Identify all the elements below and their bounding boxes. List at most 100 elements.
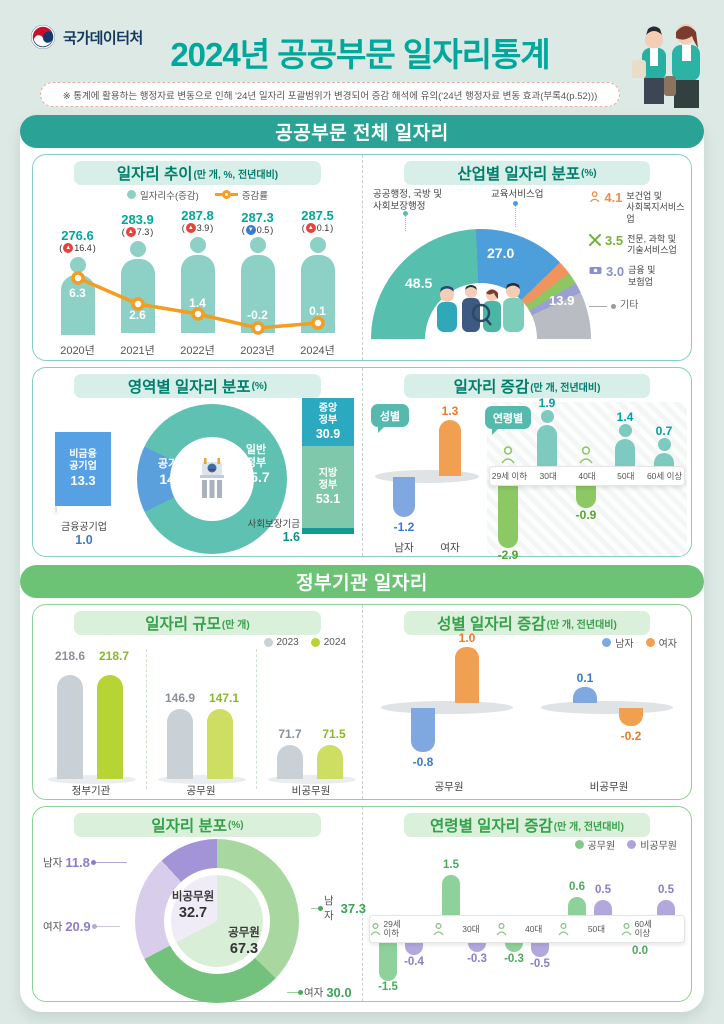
age-label: 50대: [617, 471, 635, 481]
rate-label: 6.3: [69, 286, 86, 300]
male-bar: [393, 477, 415, 517]
scale-value-2024: 218.7: [98, 649, 130, 663]
panel-job-scale: 일자리 규모 (만 개) 2023 2024 218.6 218.7: [33, 605, 362, 799]
trend-value: 276.6: [61, 228, 94, 243]
legend-2024-dot-icon: [310, 638, 320, 647]
bar-2024: [97, 675, 123, 779]
person-bar: [108, 241, 168, 333]
male-value: 0.1: [576, 671, 594, 685]
scale-axis-civil: 공무원: [186, 785, 216, 797]
chart-title-unit: (만 개, 전년대비): [553, 821, 624, 833]
label-noncivil-female: 여자 20.9: [43, 919, 120, 934]
region-general-gov-label: 일반 정부 85.7: [242, 444, 270, 486]
agency-logo: 국가데이터처: [30, 24, 143, 50]
person-outline-icon: [433, 922, 444, 935]
panel-industry-dist: 산업별 일자리 분포 (%) 공공행정, 국방 및 사회보장행정 교육서비스업 4…: [362, 155, 691, 360]
region-public-corp-label: 공기업 14.3: [157, 458, 189, 487]
legend-civil-dot-icon: [574, 840, 584, 849]
civil-value: 0.6: [569, 881, 585, 893]
age-label: 60세 이상: [646, 471, 683, 481]
gender-badge: 성별: [371, 404, 409, 433]
trend-delta: (▲ 0.1): [301, 223, 334, 233]
civil-value: 0.0: [632, 945, 648, 957]
govgender-legend: 남자 여자: [602, 635, 677, 650]
chart-title-govgender: 성별 일자리 증감 (만 개, 전년대비): [403, 611, 651, 635]
age-label: 40대: [578, 471, 596, 481]
up-arrow-icon: ▲: [63, 243, 74, 253]
chart-title-text: 산업별 일자리 분포: [457, 166, 581, 183]
chart-title-unit: (%): [228, 819, 244, 831]
content-card: 공공부문 전체 일자리 일자리 추이 (만 개, %, 전년대비) 일자리수(증…: [20, 115, 704, 1012]
scale-group-civil: 146.9 147.1: [149, 649, 253, 799]
rate-line-chart: [70, 271, 325, 335]
chart-title-text: 성별 일자리 증감: [437, 616, 546, 633]
trend-year-axis: 2020년 2021년 2022년 2023년 2024년: [48, 342, 348, 358]
trend-value: 283.9: [121, 212, 154, 227]
govage-axis-strip: 29세 이하 30대 40대 50대 60세 이상: [369, 915, 685, 943]
chart-title-text: 일자리 규모: [145, 616, 221, 633]
scale-value-2024: 71.5: [322, 727, 346, 741]
group-axis-label: 공무원: [434, 781, 464, 793]
legend-2023-label: 2023: [276, 637, 299, 648]
side-item-professional: 3.5 전문, 과학 및 기술서비스업: [589, 232, 689, 257]
year-label: 2023년: [240, 345, 275, 357]
noncivil-value: 0.5: [658, 884, 674, 896]
chart-title-text: 영역별 일자리 분포: [127, 379, 251, 396]
industry-value-public-admin: 48.5: [405, 275, 433, 291]
chart-title-scale: 일자리 규모 (만 개): [73, 611, 322, 635]
govgender-group-civil: 1.0 -0.8 공무원: [373, 631, 525, 797]
age-bar-30s: [537, 425, 557, 466]
person-head-icon: [657, 438, 671, 451]
noncivil-value: -0.4: [404, 956, 424, 968]
trend-col-2023: 287.3 (▼ 0.5): [228, 202, 288, 333]
side-item-finance: 3.0 금융 및 보험업: [589, 265, 689, 288]
age-bar-under29: [498, 486, 518, 548]
section-banner-government: 정부기관 일자리: [20, 565, 704, 598]
noncivil-bar: [531, 943, 549, 957]
female-value: 1.3: [441, 404, 459, 418]
noncivil-value: 0.5: [595, 884, 611, 896]
row-dist-age: 일자리 분포 (%) 비공무원 32.7 공무원 67.3: [32, 806, 692, 1003]
people-group-illustration-icon: [437, 283, 524, 332]
age-label: 30대: [539, 471, 557, 481]
age-cell: 50대: [558, 916, 621, 942]
chart-title-text: 일자리 증감: [453, 379, 530, 396]
legend-noncivil-label: 비공무원: [640, 841, 677, 852]
region-donut-chart: 공기업 14.3 일반 정부 85.7: [137, 404, 287, 554]
label-noncivil-male: 남자 11.8: [43, 855, 127, 870]
male-value: -0.8: [412, 755, 434, 769]
bar-2024: [207, 709, 233, 779]
person-outline-icon: [558, 922, 569, 935]
inner-label-civil: 공무원 67.3: [228, 927, 260, 957]
side-label: 보건업 및 사회복지서비스업: [626, 191, 685, 224]
scale-legend: 2023 2024: [263, 637, 346, 648]
legend-civil-label: 공무원: [587, 841, 616, 852]
side-label: 전문, 과학 및 기술서비스업: [627, 233, 677, 255]
side-value: 3.5: [605, 232, 624, 248]
year-label: 2021년: [120, 345, 155, 357]
bar-2023: [57, 675, 83, 779]
chart-title-unit: (만 개, 전년대비): [546, 619, 617, 631]
legend-2023-dot-icon: [263, 638, 273, 647]
rate-label: 0.1: [309, 304, 326, 318]
female-axis-label: 여자: [440, 542, 460, 554]
etc-label: 기타: [620, 299, 639, 311]
note-banner: ※ 통계에 활용하는 행정자료 변동으로 인해 '24년 일자리 포괄범위가 변…: [40, 82, 620, 107]
chart-title-unit: (만 개): [221, 619, 250, 631]
noncivil-bar: [657, 900, 675, 915]
person-outline-icon: [621, 922, 632, 935]
noncivil-bar: [594, 900, 612, 915]
trend-value: 287.5: [301, 208, 334, 223]
government-emblem-icon: [31, 25, 55, 49]
age-bar-60plus: [654, 453, 674, 466]
trend-col-2020: 276.6 (▲ 16.4): [48, 202, 108, 335]
noncivil-bar: [468, 943, 486, 952]
panel-gov-age-change: 연령별 일자리 증감 (만 개, 전년대비) 공무원 비공무원 29세 이하 30…: [362, 807, 691, 1001]
region-nonfinancial-bar: 비금융 공기업 13.3: [55, 432, 111, 513]
govage-chart: 공무원 비공무원 29세 이하 30대 40대 50대 60세 이상 -1.5: [369, 837, 685, 1003]
age-cell: 30대: [433, 916, 496, 942]
scale-chart: 2023 2024 218.6 218.7 146.9: [39, 635, 356, 797]
region-ssf-strip: [302, 528, 354, 534]
age-value: -2.9: [497, 548, 519, 562]
